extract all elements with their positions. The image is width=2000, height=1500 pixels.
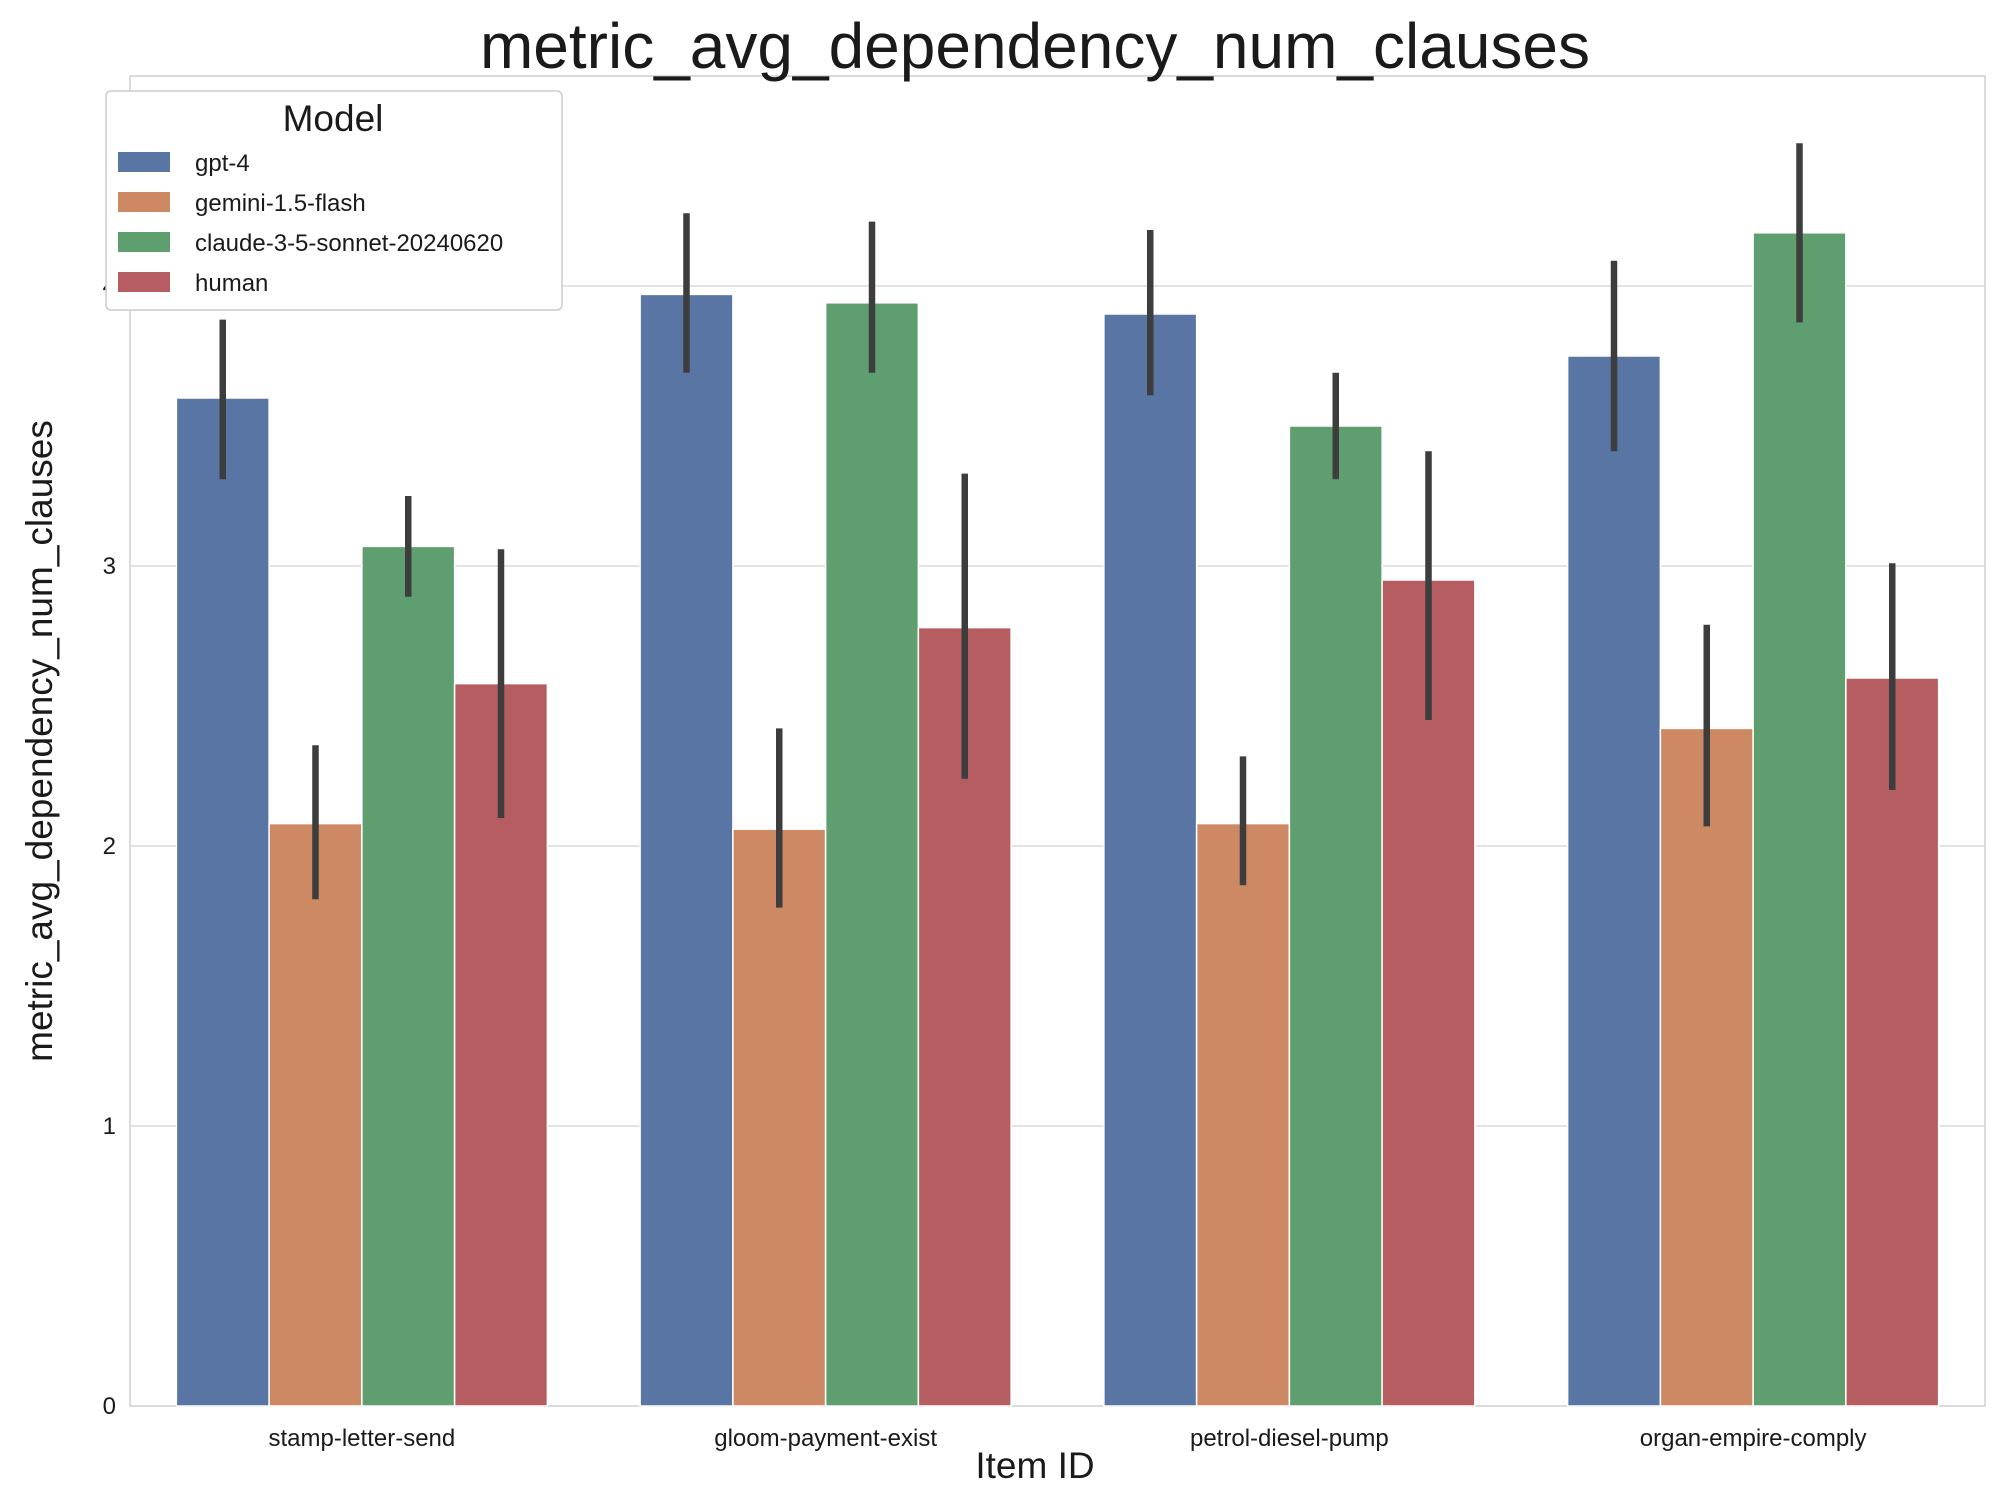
legend-label: gpt-4 xyxy=(195,150,250,177)
legend: Model gpt-4 gemini-1.5-flash claude-3-5-so… xyxy=(105,90,563,311)
bar-claude-3-5-sonnet-20240620-organ-empire-comply xyxy=(1752,232,1847,1407)
x-axis-ticks: stamp-letter-send gloom-payment-exist petr… xyxy=(269,1425,1867,1452)
legend-swatch xyxy=(118,152,170,172)
y-tick-label: 0 xyxy=(103,1393,116,1420)
bar-human-organ-empire-comply xyxy=(1845,677,1940,1407)
legend-swatch xyxy=(118,272,170,292)
bar-gemini-1.5-flash-petrol-diesel-pump xyxy=(1195,822,1291,1407)
y-tick-label: 3 xyxy=(103,553,116,580)
y-axis-ticks: 01234 xyxy=(103,273,116,1420)
legend-title: Model xyxy=(283,98,384,139)
bar-gpt-4-petrol-diesel-pump xyxy=(1103,313,1198,1407)
x-tick-label: gloom-payment-exist xyxy=(714,1425,937,1452)
bar-gemini-1.5-flash-organ-empire-comply xyxy=(1659,727,1754,1407)
x-axis-label: Item ID xyxy=(975,1445,1094,1486)
bar-gemini-1.5-flash-gloom-payment-exist xyxy=(732,828,827,1407)
bar-gpt-4-gloom-payment-exist xyxy=(639,293,734,1407)
y-tick-label: 1 xyxy=(103,1113,116,1140)
error-bars-group xyxy=(219,143,1896,908)
bar-claude-3-5-sonnet-20240620-gloom-payment-exist xyxy=(824,302,920,1407)
legend-label: gemini-1.5-flash xyxy=(195,190,366,217)
bar-gpt-4-organ-empire-comply xyxy=(1566,355,1662,1407)
legend-label: human xyxy=(195,270,268,297)
legend-label: claude-3-5-sonnet-20240620 xyxy=(195,230,503,257)
bar-claude-3-5-sonnet-20240620-petrol-diesel-pump xyxy=(1288,425,1383,1407)
chart-title: metric_avg_dependency_num_clauses xyxy=(480,10,1590,82)
legend-swatch xyxy=(118,192,170,212)
legend-box xyxy=(105,90,563,311)
x-tick-label: stamp-letter-send xyxy=(269,1425,456,1452)
x-tick-label: organ-empire-comply xyxy=(1640,1425,1867,1452)
bar-gpt-4-stamp-letter-send xyxy=(175,397,270,1407)
y-axis-label: metric_avg_dependency_num_clauses xyxy=(19,420,60,1062)
y-tick-label: 2 xyxy=(103,833,116,860)
legend-items: gpt-4 gemini-1.5-flash claude-3-5-sonnet-2… xyxy=(118,150,503,297)
bar-claude-3-5-sonnet-20240620-stamp-letter-send xyxy=(361,545,456,1407)
bars-group xyxy=(175,232,1940,1407)
bar-gemini-1.5-flash-stamp-letter-send xyxy=(268,822,363,1407)
x-tick-label: petrol-diesel-pump xyxy=(1190,1425,1389,1452)
legend-swatch xyxy=(118,232,170,252)
